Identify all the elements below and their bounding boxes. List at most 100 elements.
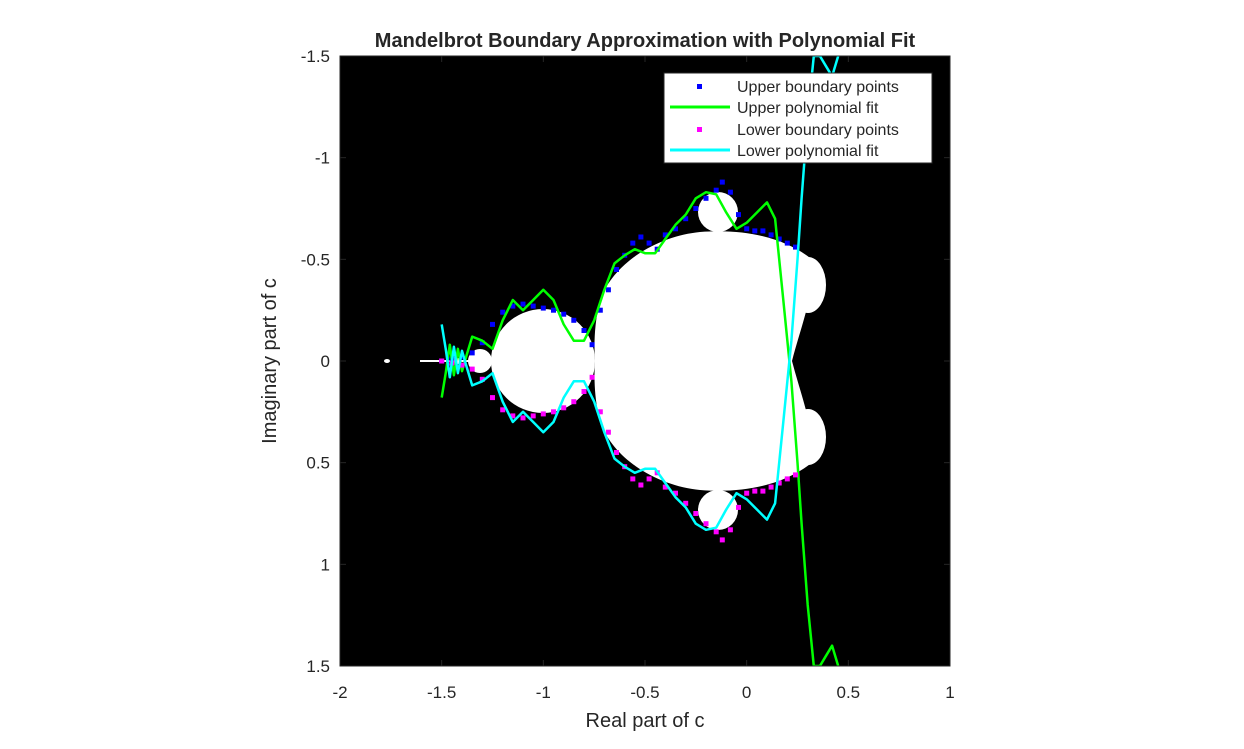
series-0-point-34 [752, 228, 758, 234]
series-2-point-34 [752, 488, 758, 494]
legend-label-lower-fit: Lower polynomial fit [737, 143, 879, 160]
axes-layer: -2 -1.5 -1 -0.5 0 0.5 1 -1.5 -1 -0.5 0 0.5 1 1.5 [301, 47, 955, 702]
series-0-point-17 [605, 287, 611, 293]
mini-mandelbrot [384, 359, 390, 363]
upper-right-bulb [790, 257, 826, 313]
series-2-point-25 [673, 490, 678, 496]
series-0-point-39 [793, 244, 798, 250]
series-0-point-32 [736, 212, 741, 218]
period-2-bulb [491, 309, 595, 413]
lower-bulb [698, 490, 738, 530]
series-0-point-33 [744, 226, 750, 232]
series-2-point-24 [662, 484, 668, 490]
series-2-point-11 [551, 409, 556, 415]
series-0-point-20 [630, 240, 636, 246]
series-0-point-27 [693, 206, 699, 211]
series-0-point-14 [581, 328, 587, 333]
y-tick-label-5: 1 [321, 555, 330, 574]
series-0-point-28 [703, 195, 709, 201]
series-2-point-21 [638, 482, 644, 488]
x-axis-label: Real part of c [586, 710, 705, 732]
series-0-point-21 [638, 234, 644, 240]
series-0-point-38 [784, 240, 790, 246]
y-tick-label-2: -0.5 [301, 250, 330, 269]
series-2-point-16 [597, 409, 603, 415]
series-2-point-14 [581, 389, 587, 394]
legend-box [663, 72, 933, 164]
series-2-point-17 [605, 429, 611, 435]
series-0-point-29 [713, 187, 719, 193]
series-2-point-9 [530, 413, 536, 419]
legend-label-lower-points: Lower boundary points [737, 122, 899, 139]
series-0-point-30 [719, 179, 725, 185]
series-2-point-4 [479, 376, 485, 382]
series-2-point-31 [727, 527, 733, 533]
series-2-point-5 [490, 395, 495, 401]
series-0-point-10 [540, 305, 546, 311]
series-0-point-36 [768, 232, 774, 238]
x-tick-label-5: 0.5 [837, 683, 861, 702]
series-0-point-13 [571, 317, 577, 323]
series-2-point-36 [768, 484, 774, 490]
x-tick-label-1: -1.5 [427, 683, 456, 702]
series-2-point-2 [459, 362, 465, 368]
series-0-point-26 [683, 216, 689, 222]
legend-marker-upper-points [697, 84, 702, 89]
legend: Upper boundary points Upper polynomial f… [663, 72, 933, 164]
series-2-point-10 [540, 411, 546, 417]
x-tick-label-2: -1 [536, 683, 551, 702]
series-2-point-7 [510, 413, 516, 419]
main-cardioid [594, 231, 815, 491]
series-2-point-15 [589, 374, 595, 380]
y-axis-label: Imaginary part of c [259, 278, 281, 444]
y-tick-label-1: -1 [315, 149, 330, 168]
series-2-point-32 [736, 504, 741, 510]
series-1-line [440, 190, 840, 666]
plot-layer [439, 56, 840, 666]
series-0-point-9 [530, 303, 536, 309]
series-2-point-22 [646, 476, 652, 482]
series-2-point-27 [693, 511, 699, 516]
series-0-point-24 [662, 232, 668, 238]
series-2-point-12 [561, 405, 567, 411]
x-tick-label-0: -2 [332, 683, 347, 702]
series-3-line [440, 56, 840, 532]
series-0-point-8 [520, 301, 526, 307]
series-0-point-5 [490, 321, 495, 327]
series-0-point-4 [479, 340, 485, 346]
series-2-point-13 [571, 399, 577, 405]
chart-title: Mandelbrot Boundary Approximation with P… [375, 30, 916, 52]
series-0-point-31 [727, 189, 733, 195]
legend-label-upper-points: Upper boundary points [737, 79, 899, 96]
legend-label-upper-fit: Upper polynomial fit [737, 100, 879, 117]
series-0-point-12 [561, 311, 567, 317]
series-0-point-16 [597, 307, 603, 313]
series-0-point-15 [589, 342, 595, 348]
series-0-point-25 [673, 226, 678, 232]
series-2-point-8 [520, 415, 526, 421]
y-tick-label-6: 1.5 [306, 657, 330, 676]
series-2-point-28 [703, 521, 709, 527]
series-2-point-35 [760, 488, 766, 494]
series-2-points [439, 358, 798, 543]
legend-marker-lower-points [697, 127, 702, 132]
series-2-point-20 [630, 476, 636, 482]
y-tick-label-0: -1.5 [301, 47, 330, 66]
x-tick-label-4: 0 [742, 683, 751, 702]
series-2-point-18 [614, 450, 619, 455]
x-tick-label-3: -0.5 [630, 683, 659, 702]
y-tick-label-4: 0.5 [306, 454, 330, 473]
series-2-point-3 [469, 366, 475, 372]
y-tick-label-3: 0 [321, 352, 330, 371]
series-0-point-35 [760, 228, 766, 234]
series-2-point-26 [683, 500, 689, 506]
series-2-point-39 [793, 472, 798, 478]
series-0-point-11 [551, 307, 556, 313]
x-tick-label-6: 1 [945, 683, 954, 702]
upper-bulb [698, 192, 738, 232]
series-0-point-18 [614, 267, 619, 272]
series-0-point-3 [469, 350, 475, 356]
series-0-point-37 [776, 236, 782, 242]
series-2-point-30 [719, 537, 725, 543]
